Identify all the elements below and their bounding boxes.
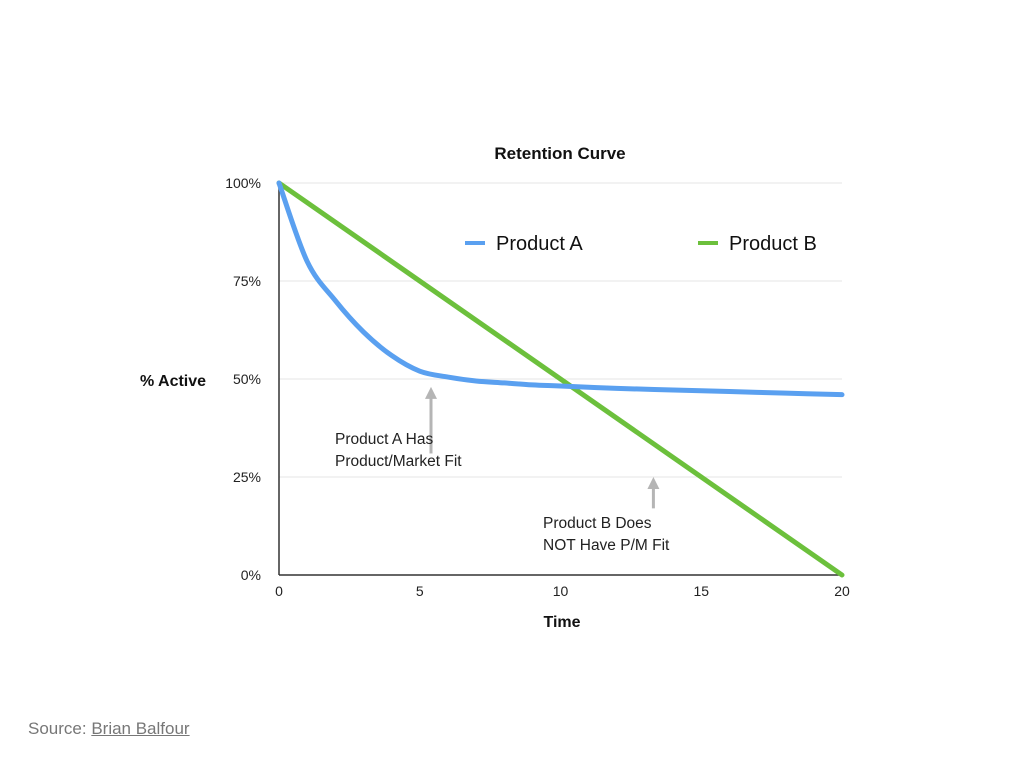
series-line-product-a	[276, 180, 845, 398]
y-tick-label: 75%	[233, 273, 261, 289]
y-axis-label: % Active	[140, 373, 206, 390]
x-axis-label: Time	[543, 614, 580, 631]
source-author-link[interactable]: Brian Balfour	[91, 719, 190, 738]
grid-lines	[279, 182, 842, 478]
y-tick-labels: 0% 25% 50% 75% 100%	[225, 175, 261, 583]
x-tick-labels: 0 5 10 15 20	[275, 583, 850, 599]
annotation-text: Product A Has	[335, 431, 433, 448]
annotation-text: Product B Does	[543, 515, 652, 532]
axes	[278, 181, 842, 576]
source-prefix: Source:	[28, 719, 92, 738]
annotation-arrow-head	[647, 477, 660, 489]
source-credit: Source: Brian Balfour	[28, 719, 190, 739]
legend: Product A Product B	[465, 233, 817, 255]
annotations: Product A Has Product/Market Fit Product B…	[335, 386, 670, 554]
x-tick-label: 5	[416, 583, 424, 599]
x-tick-label: 20	[834, 583, 850, 599]
annotation-arrow-head	[425, 386, 438, 399]
annotation-text: Product/Market Fit	[335, 453, 462, 470]
x-tick-label: 15	[693, 583, 709, 599]
chart-title: Retention Curve	[494, 144, 625, 163]
y-tick-label: 0%	[241, 567, 261, 583]
series-line-product-b	[276, 180, 845, 578]
legend-label: Product A	[496, 233, 583, 255]
legend-label: Product B	[729, 233, 817, 255]
y-tick-label: 25%	[233, 469, 261, 485]
x-tick-label: 0	[275, 583, 283, 599]
annotation-text: NOT Have P/M Fit	[543, 537, 670, 554]
y-tick-label: 100%	[225, 175, 261, 191]
series-lines	[276, 180, 845, 578]
x-tick-label: 10	[553, 583, 569, 599]
y-tick-label: 50%	[233, 371, 261, 387]
